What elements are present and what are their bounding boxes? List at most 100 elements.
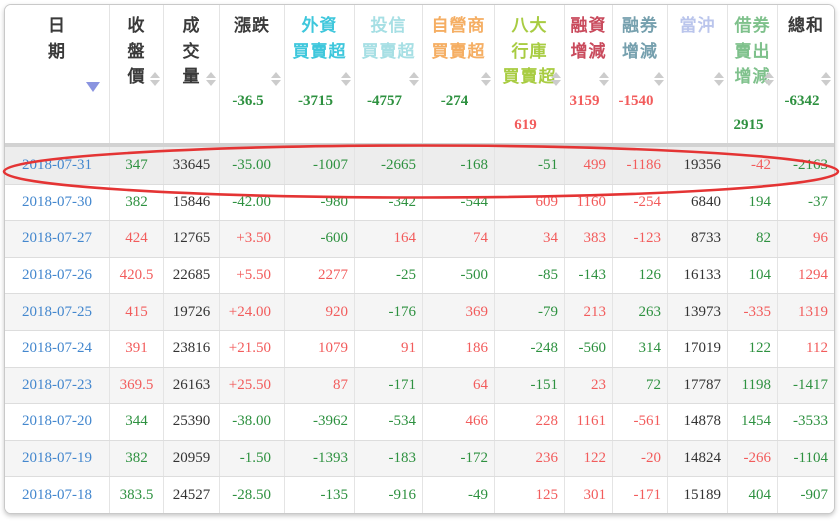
column-header-total[interactable]: 總和 -6342 bbox=[778, 5, 834, 143]
sort-down-icon bbox=[821, 80, 831, 86]
foreign-cell: -600 bbox=[285, 221, 355, 257]
trust-cell: -183 bbox=[355, 440, 423, 477]
column-header-close[interactable]: 收盤價 bbox=[110, 5, 164, 143]
date-link[interactable]: 2018-07-26 bbox=[22, 267, 92, 284]
sort-up-icon bbox=[821, 72, 831, 78]
table-row: 2018-07-25 415 19726 +24.00 920 -176 369 -79 213… bbox=[5, 293, 834, 330]
date-link[interactable]: 2018-07-25 bbox=[22, 303, 92, 320]
short-cell: -561 bbox=[613, 404, 668, 440]
column-header-banks[interactable]: 八大 行庫 買賣超 619 bbox=[495, 5, 565, 143]
date-link[interactable]: 2018-07-30 bbox=[22, 193, 92, 210]
column-header-seclend[interactable]: 借券 賣出 增減 2915 bbox=[728, 5, 778, 143]
foreign-cell: -3962 bbox=[285, 404, 355, 440]
date-link[interactable]: 2018-07-31 bbox=[22, 156, 92, 173]
column-summary-dealer: -274 bbox=[440, 93, 469, 109]
column-label-margin: 融資 增減 bbox=[570, 16, 607, 61]
banks-cell: 236 bbox=[495, 440, 565, 477]
seclend-cell: -42 bbox=[728, 147, 778, 184]
column-header-margin[interactable]: 融資 增減 3159 bbox=[565, 5, 613, 143]
sort-up-icon bbox=[481, 72, 491, 78]
column-header-foreign[interactable]: 外資 買賣超 -3715 bbox=[285, 5, 355, 143]
table-row: 2018-07-20 344 25390 -38.00 -3962 -534 466 228 1… bbox=[5, 403, 834, 440]
sort-desc-active-icon bbox=[86, 82, 100, 92]
dealer-cell: -168 bbox=[423, 147, 495, 184]
banks-cell: 228 bbox=[495, 404, 565, 440]
daytrade-cell: 14878 bbox=[668, 404, 728, 440]
close-cell: 420.5 bbox=[110, 257, 164, 294]
date-link[interactable]: 2018-07-24 bbox=[22, 340, 92, 357]
sort-up-icon bbox=[654, 72, 664, 78]
date-link[interactable]: 2018-07-20 bbox=[22, 413, 92, 430]
stock-history-table: 日期 收盤價 成交量 漲跌 -36.5 外資 買賣超 -3715 投信 買賣超 -4757 自營商 買賣… bbox=[4, 4, 835, 514]
table-row: 2018-07-19 382 20959 -1.50 -1393 -183 -172 236 1… bbox=[5, 439, 834, 477]
foreign-cell: 920 bbox=[285, 294, 355, 330]
sort-down-icon bbox=[551, 80, 561, 86]
volume-cell: 24527 bbox=[164, 477, 220, 513]
table-body: 2018-07-31 347 33645 -35.00 -1007 -2665 -168 -5… bbox=[5, 147, 834, 513]
dealer-cell: 64 bbox=[423, 367, 495, 404]
date-cell: 2018-07-24 bbox=[5, 330, 110, 367]
seclend-cell: 194 bbox=[728, 184, 778, 221]
total-cell: 1319 bbox=[798, 303, 828, 320]
table-row: 2018-07-27 424 12765 +3.50 -600 164 74 34 383 -12… bbox=[5, 220, 834, 257]
foreign-cell: -135 bbox=[285, 477, 355, 513]
column-label-foreign: 外資 買賣超 bbox=[292, 16, 347, 61]
seclend-cell: 122 bbox=[728, 330, 778, 367]
table-row: 2018-07-18 383.5 24527 -28.50 -135 -916 -49 125… bbox=[5, 476, 834, 513]
date-link[interactable]: 2018-07-19 bbox=[22, 450, 92, 467]
change-cell: +25.50 bbox=[220, 367, 285, 404]
daytrade-cell: 19356 bbox=[668, 147, 728, 184]
total-cell: 112 bbox=[806, 340, 828, 357]
total-cell: -3533 bbox=[793, 413, 828, 430]
date-link[interactable]: 2018-07-18 bbox=[22, 486, 92, 503]
column-summary-foreign: -3715 bbox=[298, 93, 333, 109]
column-summary-trust: -4757 bbox=[367, 93, 402, 109]
sort-toggle-icon bbox=[271, 72, 281, 86]
date-link[interactable]: 2018-07-23 bbox=[22, 376, 92, 393]
trust-cell: 91 bbox=[355, 330, 423, 367]
column-header-short[interactable]: 融券 增減 -1540 bbox=[613, 5, 668, 143]
table-row: 2018-07-30 382 15846 -42.00 -980 -342 -544 609 1… bbox=[5, 183, 834, 221]
dealer-cell: -49 bbox=[423, 477, 495, 513]
sort-down-icon bbox=[271, 80, 281, 86]
column-summary-margin: 3159 bbox=[569, 93, 600, 109]
column-header-daytrade[interactable]: 當沖 bbox=[668, 5, 728, 143]
sort-up-icon bbox=[599, 72, 609, 78]
close-cell: 415 bbox=[110, 294, 164, 330]
short-cell: 126 bbox=[613, 257, 668, 294]
volume-cell: 25390 bbox=[164, 404, 220, 440]
column-header-date[interactable]: 日期 bbox=[5, 5, 110, 143]
column-header-volume[interactable]: 成交量 bbox=[164, 5, 220, 143]
column-header-dealer[interactable]: 自營商 買賣超 -274 bbox=[423, 5, 495, 143]
change-cell: -35.00 bbox=[220, 147, 285, 184]
column-header-change[interactable]: 漲跌 -36.5 bbox=[220, 5, 285, 143]
volume-cell: 20959 bbox=[164, 440, 220, 477]
date-cell: 2018-07-19 bbox=[5, 440, 110, 477]
sort-up-icon bbox=[206, 72, 216, 78]
short-cell: -254 bbox=[613, 184, 668, 221]
seclend-cell: -335 bbox=[728, 294, 778, 330]
column-header-trust[interactable]: 投信 買賣超 -4757 bbox=[355, 5, 423, 143]
sort-down-icon bbox=[341, 80, 351, 86]
date-link[interactable]: 2018-07-27 bbox=[22, 230, 92, 247]
close-cell: 382 bbox=[110, 440, 164, 477]
date-cell: 2018-07-30 bbox=[5, 184, 110, 221]
volume-cell: 19726 bbox=[164, 294, 220, 330]
column-label-seclend: 借券 賣出 增減 bbox=[734, 16, 771, 86]
trust-cell: -25 bbox=[355, 257, 423, 294]
banks-cell: 34 bbox=[495, 221, 565, 257]
column-label-close: 收盤價 bbox=[127, 16, 146, 86]
change-cell: -28.50 bbox=[220, 477, 285, 513]
banks-cell: 609 bbox=[495, 184, 565, 221]
foreign-cell: 1079 bbox=[285, 330, 355, 367]
sort-toggle-icon bbox=[481, 72, 491, 86]
change-cell: +5.50 bbox=[220, 257, 285, 294]
short-cell: -20 bbox=[613, 440, 668, 477]
daytrade-cell: 13973 bbox=[668, 294, 728, 330]
sort-toggle-icon bbox=[206, 72, 216, 86]
column-label-daytrade: 當沖 bbox=[679, 16, 716, 35]
column-label-total: 總和 bbox=[788, 16, 824, 35]
dealer-cell: 466 bbox=[423, 404, 495, 440]
short-cell: 72 bbox=[613, 367, 668, 404]
daytrade-cell: 15189 bbox=[668, 477, 728, 513]
